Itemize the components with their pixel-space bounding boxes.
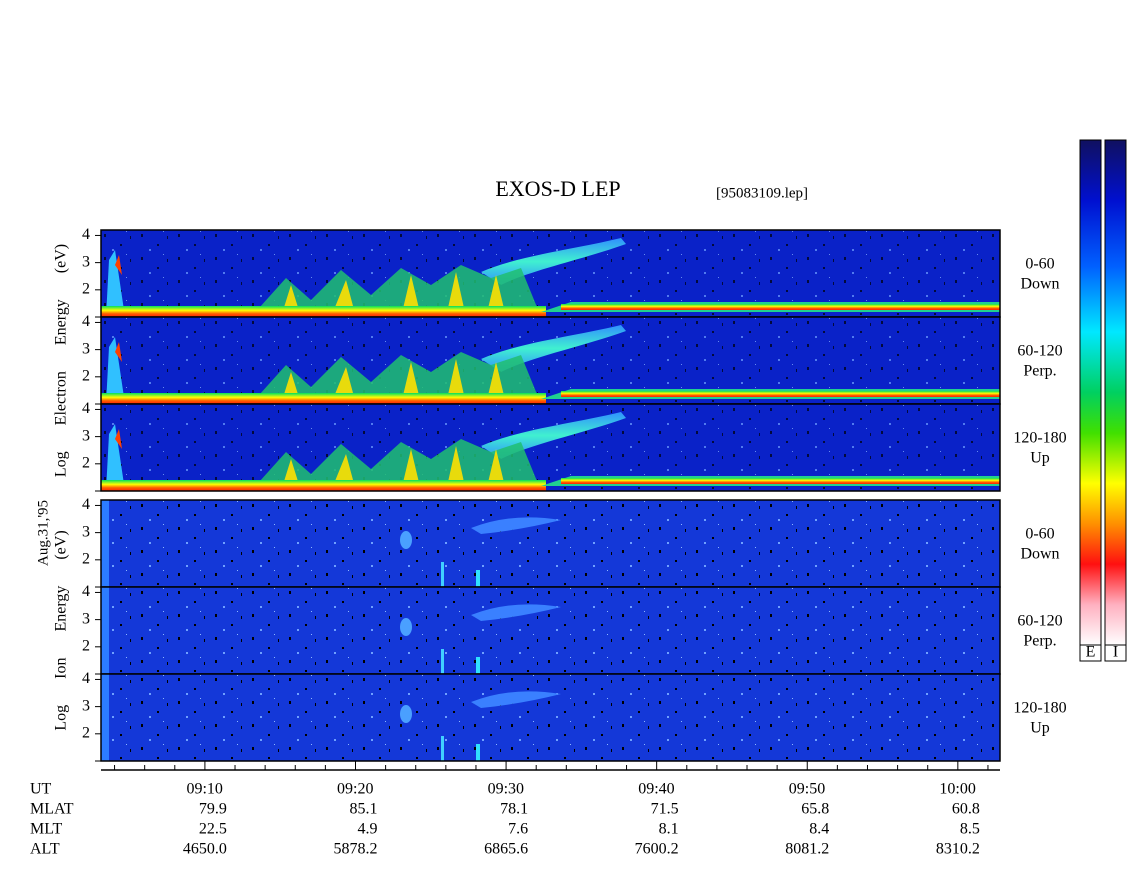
ephemeris-value: 71.5 [651, 801, 679, 818]
ephemeris-name: ALT [30, 841, 60, 858]
x-tick-label: 09:30 [488, 781, 524, 798]
ephemeris-value: 65.8 [801, 801, 829, 818]
y-tick-label: 2 [82, 724, 90, 741]
ephemeris-value: 8081.2 [785, 841, 829, 858]
panel-label: 0-60 [1025, 256, 1054, 273]
date-label: Aug.31,'95 [35, 500, 51, 566]
spectrogram-image [101, 674, 1000, 761]
chart-subtitle: [95083109.lep] [716, 185, 808, 201]
ephemeris-value: 6865.6 [484, 841, 528, 858]
ephemeris-name: MLT [30, 821, 63, 838]
panel-label: 60-120 [1017, 613, 1062, 630]
ephemeris-value: 78.1 [500, 801, 528, 818]
ephemeris-value: 5878.2 [333, 841, 377, 858]
colorbar-label: E [1086, 644, 1096, 661]
y-tick-label: 4 [82, 496, 90, 513]
x-tick-label: 09:20 [337, 781, 373, 798]
x-tick-label: 09:50 [789, 781, 825, 798]
ephemeris-value: 60.8 [952, 801, 980, 818]
y-tick-label: 3 [82, 253, 90, 270]
colorbar [1079, 139, 1102, 646]
ephemeris-value: 8.5 [960, 821, 980, 838]
y-tick-label: 2 [82, 280, 90, 297]
panel-label: 120-180 [1013, 700, 1066, 717]
ephemeris-value: 8.1 [659, 821, 679, 838]
y-tick-label: 2 [82, 454, 90, 471]
spectrogram-image [101, 587, 1000, 674]
y-tick-label: 3 [82, 427, 90, 444]
colorbar-label: I [1113, 644, 1118, 661]
panel-label: Perp. [1023, 633, 1056, 650]
y-tick-label: 4 [82, 400, 90, 417]
ephemeris-value: 79.9 [199, 801, 227, 818]
ephemeris-name: UT [30, 781, 52, 798]
y-axis-label: Log Ion Energy (eV) [53, 530, 70, 730]
spectrogram-image [101, 317, 1000, 404]
x-tick-label: 09:10 [186, 781, 222, 798]
spectrogram-image [101, 404, 1000, 491]
panel-frame [100, 673, 1001, 762]
panel-label: 120-180 [1013, 430, 1066, 447]
y-tick-label: 4 [82, 583, 90, 600]
panel-frame [100, 403, 1001, 492]
y-tick-label: 3 [82, 610, 90, 627]
y-tick-label: 4 [82, 226, 90, 243]
panel-label: 60-120 [1017, 343, 1062, 360]
panel-label: Down [1020, 546, 1059, 563]
x-tick-label: 09:40 [638, 781, 674, 798]
y-tick-label: 3 [82, 697, 90, 714]
colorbar-label-box [1079, 644, 1102, 662]
ephemeris-value: 7600.2 [635, 841, 679, 858]
y-tick-label: 3 [82, 340, 90, 357]
ephemeris-value: 85.1 [349, 801, 377, 818]
spectrogram-image [101, 500, 1000, 587]
ephemeris-name: MLAT [30, 801, 74, 818]
ephemeris-value: 4650.0 [183, 841, 227, 858]
x-tick-label: 10:00 [939, 781, 975, 798]
y-tick-label: 3 [82, 523, 90, 540]
ephemeris-value: 7.6 [508, 821, 528, 838]
ephemeris-value: 4.9 [357, 821, 377, 838]
y-tick-label: 4 [82, 313, 90, 330]
y-tick-label: 2 [82, 637, 90, 654]
panel-label: Up [1030, 720, 1050, 737]
y-axis-label: Log Electron Energy (eV) [53, 244, 70, 477]
spectrogram-image [101, 230, 1000, 317]
ephemeris-value: 8.4 [809, 821, 829, 838]
y-tick-label: 4 [82, 670, 90, 687]
y-tick-label: 2 [82, 367, 90, 384]
colorbar [1104, 139, 1127, 646]
panel-label: 0-60 [1025, 526, 1054, 543]
y-tick-label: 2 [82, 550, 90, 567]
panel-label: Up [1030, 450, 1050, 467]
ephemeris-value: 8310.2 [936, 841, 980, 858]
panel-label: Down [1020, 276, 1059, 293]
chart-title: EXOS-D LEP [495, 176, 620, 201]
panel-label: Perp. [1023, 363, 1056, 380]
colorbar-label-box [1104, 644, 1127, 662]
ephemeris-value: 22.5 [199, 821, 227, 838]
